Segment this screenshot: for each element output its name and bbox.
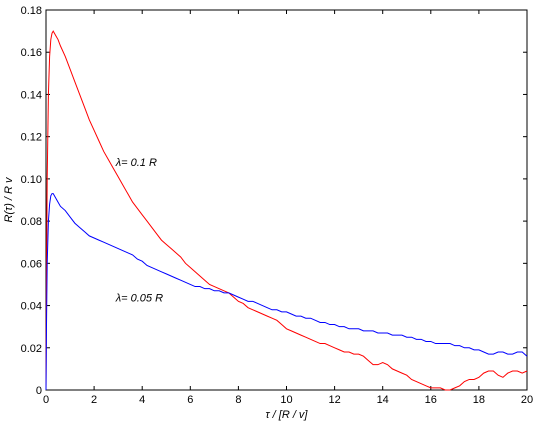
x-tick-label: 6 bbox=[187, 394, 193, 406]
y-tick-label: 0.16 bbox=[21, 47, 42, 59]
y-axis-ticks: 0 0.02 0.04 0.06 0.08 0.10 0.12 0.14 0.16 0.18 bbox=[21, 5, 527, 397]
x-tick-label: 20 bbox=[521, 394, 533, 406]
y-tick-label: 0.14 bbox=[21, 89, 42, 101]
x-tick-label: 18 bbox=[473, 394, 485, 406]
x-tick-label: 2 bbox=[91, 394, 97, 406]
y-tick-label: 0.08 bbox=[21, 216, 42, 228]
x-axis-title: τ / [R / v] bbox=[265, 409, 308, 421]
series-layer bbox=[45, 30, 528, 391]
x-tick-label: 0 bbox=[43, 394, 49, 406]
y-axis-title: R(τ) / R v bbox=[3, 176, 15, 223]
y-tick-label: 0.18 bbox=[21, 5, 42, 17]
y-tick-label: 0.06 bbox=[21, 258, 42, 270]
annotation-label-1: λ= 0.1 R bbox=[115, 157, 157, 169]
y-tick-label: 0.12 bbox=[21, 132, 42, 144]
y-tick-label: 0.04 bbox=[21, 301, 42, 313]
series-line-1 bbox=[45, 30, 528, 391]
x-tick-label: 14 bbox=[377, 394, 389, 406]
series-line-2 bbox=[45, 193, 528, 391]
annotations: λ= 0.1 R λ= 0.05 R bbox=[115, 157, 163, 304]
x-tick-label: 10 bbox=[280, 394, 292, 406]
annotation-label-2: λ= 0.05 R bbox=[115, 292, 163, 304]
y-tick-label: 0 bbox=[36, 385, 42, 397]
x-tick-label: 8 bbox=[235, 394, 241, 406]
y-tick-label: 0.02 bbox=[21, 343, 42, 355]
x-tick-label: 16 bbox=[425, 394, 437, 406]
x-axis-ticks: 0 2 4 6 8 10 12 14 16 18 20 bbox=[43, 10, 533, 406]
x-tick-label: 12 bbox=[328, 394, 340, 406]
x-tick-label: 4 bbox=[139, 394, 145, 406]
plot-area bbox=[45, 9, 528, 391]
y-tick-label: 0.10 bbox=[21, 174, 42, 186]
